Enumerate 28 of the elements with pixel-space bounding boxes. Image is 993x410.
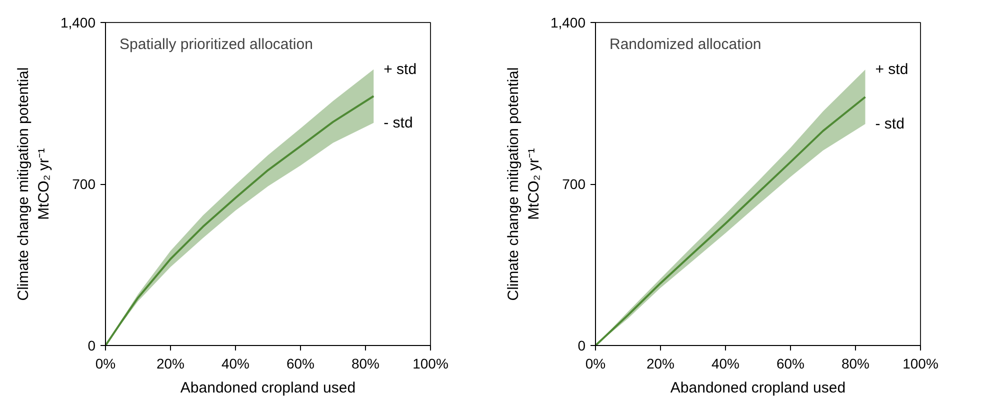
x-tick-label: 80% [841,356,870,372]
x-tick-label: 60% [286,356,315,372]
y-tick-label: 700 [562,176,586,192]
x-tick-label: 40% [711,356,740,372]
y-tick-label: 1,400 [550,14,586,30]
y-axis-title: Climate change mitigation potential MtCO₂ yr⁻¹ [505,67,542,301]
x-tick-label: 0% [95,356,116,372]
y-tick-label: 700 [72,176,96,192]
x-tick-label: 40% [221,356,250,372]
y-axis-title: Climate change mitigation potential MtCO₂ yr⁻¹ [15,67,52,301]
annotation: - std [875,116,904,133]
annotation: - std [384,114,413,132]
x-tick-label: 80% [351,356,380,372]
x-tick-label: 100% [412,356,448,372]
y-tick-label: 1,400 [60,14,96,30]
x-tick-label: 0% [585,356,606,372]
x-tick-label: 60% [776,356,805,372]
x-tick-label: 20% [156,356,185,372]
x-tick-label: 100% [902,356,938,372]
y-tick-label: 0 [578,338,586,354]
x-axis-title: Abandoned cropland used [670,380,846,396]
annotation: + std [384,60,417,78]
text: Spatially prioritized allocation [120,36,313,53]
y-tick-label: 0 [88,338,96,354]
text: Randomized allocation [610,36,762,53]
x-tick-label: 20% [646,356,675,372]
x-axis-title: Abandoned cropland used [180,380,356,396]
annotation: + std [875,61,908,78]
